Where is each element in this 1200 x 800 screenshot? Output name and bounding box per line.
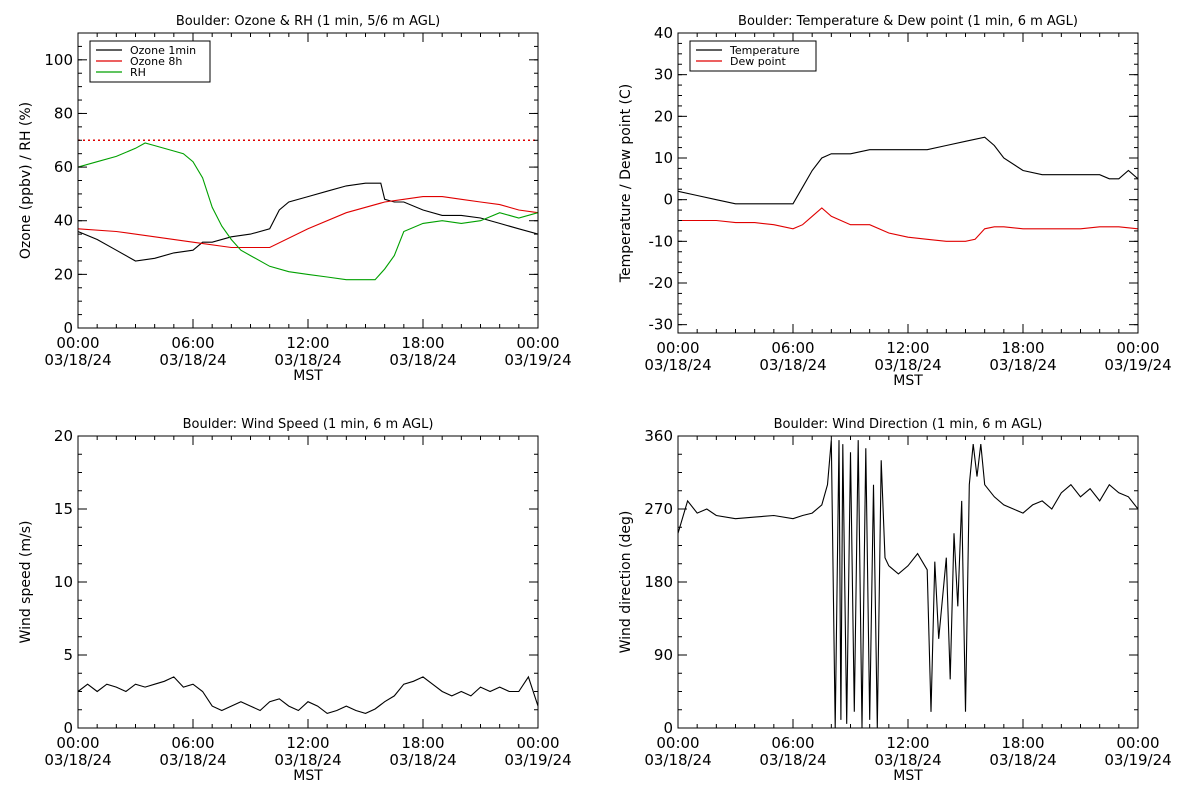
x-tick-date-label: 03/18/24	[759, 751, 826, 769]
x-tick-label: 00:00	[656, 734, 699, 752]
x-tick-label: 18:00	[401, 734, 444, 752]
chart-panel-4: Boulder: Wind Direction (1 min, 6 m AGL)…	[618, 417, 1172, 784]
y-axis-label: Ozone (ppbv) / RH (%)	[18, 102, 34, 259]
legend-label: Ozone 8h	[130, 55, 182, 68]
x-tick-label: 00:00	[1116, 339, 1159, 357]
y-tick-label: 0	[663, 719, 673, 737]
x-tick-label: 18:00	[1001, 339, 1044, 357]
x-tick-date-label: 03/18/24	[874, 751, 941, 769]
y-tick-label: -20	[649, 274, 674, 292]
y-tick-label: -30	[649, 316, 674, 334]
y-tick-label: 20	[54, 265, 73, 283]
x-tick-date-label: 03/18/24	[644, 751, 711, 769]
legend-label: Ozone 1min	[130, 44, 196, 57]
y-tick-label: 270	[644, 500, 673, 518]
x-tick-label: 00:00	[56, 734, 99, 752]
x-tick-label: 18:00	[401, 334, 444, 352]
x-axis-label: MST	[893, 768, 923, 784]
x-tick-date-label: 03/19/24	[1104, 751, 1171, 769]
y-axis-label: Wind direction (deg)	[618, 511, 634, 654]
x-tick-label: 12:00	[886, 734, 929, 752]
x-tick-date-label: 03/18/24	[44, 351, 111, 369]
series-line-2	[678, 207, 1138, 242]
x-tick-date-label: 03/18/24	[274, 751, 341, 769]
y-tick-label: 0	[663, 191, 673, 209]
chart-panel-3: Boulder: Wind Speed (1 min, 6 m AGL) 0 5 10…	[18, 417, 572, 784]
y-tick-label: 40	[654, 24, 673, 42]
y-tick-label: 0	[63, 719, 73, 737]
series-line-1	[78, 675, 538, 715]
x-tick-date-label: 03/18/24	[159, 351, 226, 369]
series-line-1	[678, 136, 1138, 205]
y-tick-label: 20	[54, 427, 73, 445]
series-line-1	[678, 440, 1138, 728]
x-tick-date-label: 03/19/24	[504, 351, 571, 369]
y-tick-label: 15	[54, 500, 73, 518]
chart-title: Boulder: Wind Direction (1 min, 6 m AGL)	[774, 417, 1043, 432]
x-tick-label: 12:00	[286, 334, 329, 352]
y-tick-label: 0	[63, 319, 73, 337]
x-tick-date-label: 03/18/24	[274, 351, 341, 369]
y-tick-label: 90	[654, 646, 673, 664]
x-tick-date-label: 03/18/24	[389, 351, 456, 369]
x-tick-label: 06:00	[771, 339, 814, 357]
x-tick-date-label: 03/18/24	[759, 356, 826, 374]
x-tick-label: 00:00	[1116, 734, 1159, 752]
x-tick-label: 18:00	[1001, 734, 1044, 752]
y-tick-label: 10	[54, 573, 73, 591]
y-tick-label: 80	[54, 104, 73, 122]
y-axis-label: Temperature / Dew point (C)	[618, 84, 634, 283]
y-tick-label: -10	[649, 232, 674, 250]
y-axis-label: Wind speed (m/s)	[18, 521, 34, 644]
y-tick-label: 60	[54, 158, 73, 176]
chart-panel-2: Boulder: Temperature & Dew point (1 min,…	[618, 14, 1172, 389]
x-tick-date-label: 03/18/24	[389, 751, 456, 769]
x-tick-label: 00:00	[56, 334, 99, 352]
x-axis-label: MST	[293, 368, 323, 384]
x-tick-label: 12:00	[286, 734, 329, 752]
x-tick-label: 06:00	[771, 734, 814, 752]
y-tick-label: 360	[644, 427, 673, 445]
x-tick-date-label: 03/18/24	[44, 751, 111, 769]
y-tick-label: 20	[654, 107, 673, 125]
x-tick-label: 06:00	[171, 334, 214, 352]
y-tick-label: 30	[654, 66, 673, 84]
x-tick-date-label: 03/18/24	[874, 356, 941, 374]
chart-title: Boulder: Ozone & RH (1 min, 5/6 m AGL)	[176, 14, 440, 29]
y-tick-label: 180	[644, 573, 673, 591]
x-tick-label: 00:00	[516, 334, 559, 352]
x-tick-date-label: 03/18/24	[644, 356, 711, 374]
chart-title: Boulder: Wind Speed (1 min, 6 m AGL)	[183, 417, 434, 432]
x-axis-label: MST	[893, 373, 923, 389]
chart-title: Boulder: Temperature & Dew point (1 min,…	[738, 14, 1078, 29]
x-axis-label: MST	[293, 768, 323, 784]
y-tick-label: 100	[44, 51, 73, 69]
x-tick-date-label: 03/19/24	[1104, 356, 1171, 374]
x-tick-label: 00:00	[516, 734, 559, 752]
chart-panel-1: Boulder: Ozone & RH (1 min, 5/6 m AGL) 0 2…	[18, 14, 572, 384]
y-tick-label: 5	[63, 646, 73, 664]
x-tick-date-label: 03/18/24	[159, 751, 226, 769]
x-tick-label: 00:00	[656, 339, 699, 357]
x-tick-date-label: 03/19/24	[504, 751, 571, 769]
x-tick-date-label: 03/18/24	[989, 356, 1056, 374]
x-tick-label: 12:00	[886, 339, 929, 357]
legend-label: Dew point	[730, 55, 786, 68]
x-tick-label: 06:00	[171, 734, 214, 752]
legend-label: Temperature	[729, 44, 800, 57]
y-tick-label: 10	[654, 149, 673, 167]
legend-box	[689, 40, 817, 72]
y-tick-label: 40	[54, 212, 73, 230]
x-tick-date-label: 03/18/24	[989, 751, 1056, 769]
series-line-1	[78, 182, 538, 262]
series-line-3	[78, 142, 538, 281]
chart-panels: Boulder: Ozone & RH (1 min, 5/6 m AGL) 0 2…	[18, 14, 1172, 784]
series-line-2	[78, 196, 538, 249]
legend-label: RH	[130, 66, 146, 79]
